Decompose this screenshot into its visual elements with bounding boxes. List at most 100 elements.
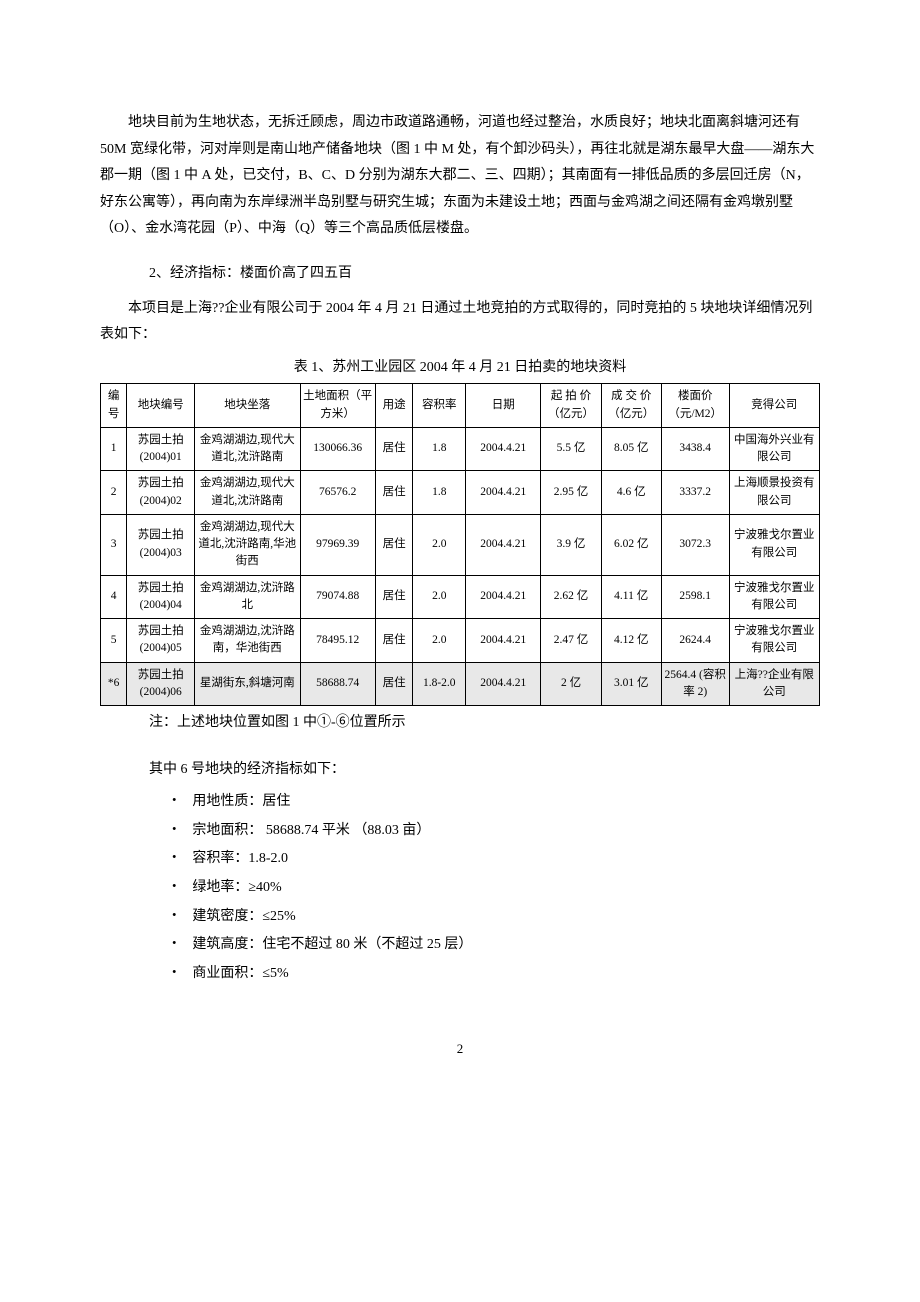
table-cell: 4 <box>101 575 127 619</box>
section-heading-economic: 2、经济指标：楼面价高了四五百 <box>100 261 820 288</box>
th-location: 地块坐落 <box>195 384 300 428</box>
table-cell: 3438.4 <box>661 427 729 471</box>
spec-item: 容积率：1.8-2.0 <box>100 846 820 873</box>
table-cell: 2624.4 <box>661 619 729 663</box>
lot6-intro: 其中 6 号地块的经济指标如下： <box>100 757 820 784</box>
table-cell: 苏园土拍(2004)04 <box>127 575 195 619</box>
table-cell: 苏园土拍(2004)01 <box>127 427 195 471</box>
table-cell: 2004.4.21 <box>466 619 541 663</box>
table-caption: 表 1、苏州工业园区 2004 年 4 月 21 日拍卖的地块资料 <box>100 355 820 382</box>
table-cell: 2.95 亿 <box>541 471 601 515</box>
table-cell: 8.05 亿 <box>601 427 661 471</box>
table-cell: 4.11 亿 <box>601 575 661 619</box>
table-cell: 2 亿 <box>541 662 601 706</box>
table-cell: 76576.2 <box>300 471 375 515</box>
table-cell: 2004.4.21 <box>466 514 541 575</box>
table-cell: 宁波雅戈尔置业有限公司 <box>729 514 819 575</box>
table-cell: 居住 <box>375 471 413 515</box>
table-cell: 1 <box>101 427 127 471</box>
table-cell: 星湖街东,斜塘河南 <box>195 662 300 706</box>
table-cell: 2004.4.21 <box>466 662 541 706</box>
th-far: 容积率 <box>413 384 466 428</box>
table-cell: 上海??企业有限公司 <box>729 662 819 706</box>
table-cell: 2004.4.21 <box>466 427 541 471</box>
table-cell: 宁波雅戈尔置业有限公司 <box>729 575 819 619</box>
table-cell: 居住 <box>375 619 413 663</box>
table-row: 3苏园土拍(2004)03金鸡湖湖边,现代大道北,沈浒路南,华池街西97969.… <box>101 514 820 575</box>
table-cell: 2004.4.21 <box>466 471 541 515</box>
table-cell: 2.0 <box>413 619 466 663</box>
table-footnote: 注：上述地块位置如图 1 中①-⑥位置所示 <box>100 710 820 737</box>
table-cell: 3.9 亿 <box>541 514 601 575</box>
table-cell: 2.0 <box>413 575 466 619</box>
table-cell: 79074.88 <box>300 575 375 619</box>
table-cell: 1.8 <box>413 471 466 515</box>
table-row: 4苏园土拍(2004)04金鸡湖湖边,沈浒路北79074.88居住2.02004… <box>101 575 820 619</box>
th-date: 日期 <box>466 384 541 428</box>
spec-item: 商业面积：≤5% <box>100 961 820 988</box>
table-cell: 1.8-2.0 <box>413 662 466 706</box>
table-cell: 2564.4 (容积率 2) <box>661 662 729 706</box>
paragraph-auction-intro: 本项目是上海??企业有限公司于 2004 年 4 月 21 日通过土地竞拍的方式… <box>100 296 820 349</box>
table-row: 5苏园土拍(2004)05金鸡湖湖边,沈浒路南，华池街西78495.12居住2.… <box>101 619 820 663</box>
table-row: 1苏园土拍(2004)01金鸡湖湖边,现代大道北,沈浒路南130066.36居住… <box>101 427 820 471</box>
table-cell: 5.5 亿 <box>541 427 601 471</box>
table-cell: 130066.36 <box>300 427 375 471</box>
table-cell: 58688.74 <box>300 662 375 706</box>
table-cell: 78495.12 <box>300 619 375 663</box>
table-cell: 2.62 亿 <box>541 575 601 619</box>
th-use: 用途 <box>375 384 413 428</box>
table-cell: 3.01 亿 <box>601 662 661 706</box>
table-cell: 居住 <box>375 514 413 575</box>
table-cell: 97969.39 <box>300 514 375 575</box>
table-cell: 苏园土拍(2004)06 <box>127 662 195 706</box>
table-cell: 金鸡湖湖边,现代大道北,沈浒路南,华池街西 <box>195 514 300 575</box>
table-cell: 苏园土拍(2004)02 <box>127 471 195 515</box>
table-cell: 3 <box>101 514 127 575</box>
table-cell: 金鸡湖湖边,沈浒路北 <box>195 575 300 619</box>
th-number: 编号 <box>101 384 127 428</box>
table-cell: 2.47 亿 <box>541 619 601 663</box>
spec-item: 建筑高度：住宅不超过 80 米（不超过 25 层） <box>100 932 820 959</box>
table-cell: 5 <box>101 619 127 663</box>
land-auction-table: 编号 地块编号 地块坐落 土地面积（平方米） 用途 容积率 日期 起 拍 价（亿… <box>100 383 820 706</box>
table-header-row: 编号 地块编号 地块坐落 土地面积（平方米） 用途 容积率 日期 起 拍 价（亿… <box>101 384 820 428</box>
th-code: 地块编号 <box>127 384 195 428</box>
table-cell: 居住 <box>375 662 413 706</box>
table-cell: 2004.4.21 <box>466 575 541 619</box>
table-cell: 宁波雅戈尔置业有限公司 <box>729 619 819 663</box>
table-cell: 2598.1 <box>661 575 729 619</box>
table-cell: 金鸡湖湖边,沈浒路南，华池街西 <box>195 619 300 663</box>
table-cell: 6.02 亿 <box>601 514 661 575</box>
table-cell: 上海顺景投资有限公司 <box>729 471 819 515</box>
table-cell: 4.12 亿 <box>601 619 661 663</box>
th-company: 竞得公司 <box>729 384 819 428</box>
table-cell: 金鸡湖湖边,现代大道北,沈浒路南 <box>195 427 300 471</box>
table-cell: 2.0 <box>413 514 466 575</box>
spec-item: 用地性质：居住 <box>100 789 820 816</box>
table-cell: *6 <box>101 662 127 706</box>
spec-item: 建筑密度：≤25% <box>100 904 820 931</box>
table-cell: 苏园土拍(2004)05 <box>127 619 195 663</box>
paragraph-land-status: 地块目前为生地状态，无拆迁顾虑，周边市政道路通畅，河道也经过整治，水质良好；地块… <box>100 110 820 243</box>
table-cell: 居住 <box>375 575 413 619</box>
page-number: 2 <box>100 1037 820 1062</box>
table-cell: 2 <box>101 471 127 515</box>
table-cell: 中国海外兴业有限公司 <box>729 427 819 471</box>
table-row: *6苏园土拍(2004)06星湖街东,斜塘河南58688.74居住1.8-2.0… <box>101 662 820 706</box>
table-row: 2苏园土拍(2004)02金鸡湖湖边,现代大道北,沈浒路南76576.2居住1.… <box>101 471 820 515</box>
th-floor-price: 楼面价（元/M2） <box>661 384 729 428</box>
th-deal-price: 成 交 价（亿元） <box>601 384 661 428</box>
table-cell: 苏园土拍(2004)03 <box>127 514 195 575</box>
table-cell: 4.6 亿 <box>601 471 661 515</box>
th-start-price: 起 拍 价（亿元） <box>541 384 601 428</box>
table-cell: 金鸡湖湖边,现代大道北,沈浒路南 <box>195 471 300 515</box>
spec-item: 绿地率：≥40% <box>100 875 820 902</box>
th-area: 土地面积（平方米） <box>300 384 375 428</box>
table-cell: 3072.3 <box>661 514 729 575</box>
lot6-spec-list: 用地性质：居住宗地面积： 58688.74 平米 （88.03 亩）容积率：1.… <box>100 789 820 987</box>
table-cell: 1.8 <box>413 427 466 471</box>
table-cell: 3337.2 <box>661 471 729 515</box>
table-cell: 居住 <box>375 427 413 471</box>
spec-item: 宗地面积： 58688.74 平米 （88.03 亩） <box>100 818 820 845</box>
